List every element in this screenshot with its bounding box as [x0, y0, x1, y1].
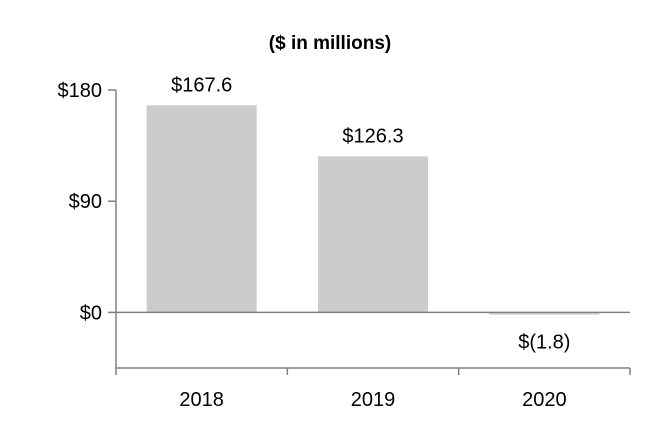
x-tick-label: 2020 [522, 389, 567, 411]
x-tick-label: 2018 [179, 389, 224, 411]
bar-2020 [489, 312, 600, 315]
y-tick-label: $0 [80, 302, 102, 324]
data-labels: $167.6 $126.3 $(1.8) [171, 74, 570, 353]
y-tick-label: $180 [58, 80, 103, 102]
data-label-2018: $167.6 [171, 74, 232, 96]
y-axis: $0 $90 $180 [58, 80, 117, 368]
data-label-2019: $126.3 [342, 125, 403, 147]
y-tick-label: $90 [69, 191, 102, 213]
bars [146, 105, 600, 315]
bar-2019 [318, 156, 428, 313]
x-tick-label: 2019 [351, 389, 396, 411]
chart-title: ($ in millions) [269, 33, 391, 54]
data-label-2020: $(1.8) [518, 331, 570, 353]
x-axis: 2018 2019 2020 [115, 367, 631, 411]
bar-2018 [146, 105, 257, 313]
